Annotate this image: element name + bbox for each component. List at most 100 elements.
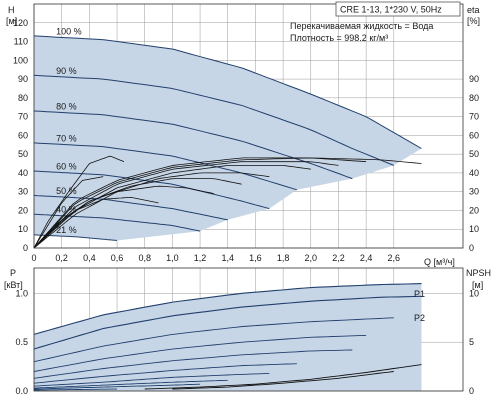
x-tick-label: 1,6 [249,253,262,263]
p-tick-label: 0.0 [15,386,28,396]
npsh-tick-label: 10 [469,288,479,298]
power-curve [33,334,367,372]
head-curve [33,170,270,210]
eta-curve [33,196,159,249]
x-tick-label: 2,4 [360,253,373,263]
y2-tick-label: 80 [469,93,479,103]
y-tick-label: 30 [18,187,28,197]
x-axis-label: Q [м³/ч] [424,257,455,267]
head-curve [33,74,394,166]
eta-curve [33,157,422,249]
y2-tick-label: 0 [469,243,474,253]
top-curve-labels: 100 % 90 % 80 % 70 % 60 % 50 % 40 % 21 % [56,26,82,235]
bottom-area-fill [34,283,422,391]
y-tick-label: 60 [18,130,28,140]
y-tick-label: 110 [14,37,28,47]
y2-tick-label: 60 [469,130,479,140]
x-tick-label: 1,2 [194,253,207,263]
power-curve [33,317,394,363]
y2-axis-label-unit: [%] [467,16,480,26]
npsh-axis-label-unit: [м] [472,280,483,290]
bottom-shaded-area [34,283,422,391]
y-tick-label: 20 [18,205,28,215]
y2-axis-label-symbol: eta [467,5,480,15]
p2-label: P2 [414,313,425,323]
y-axis-label-unit: [м] [6,16,17,26]
p-tick-label: 1.0 [15,288,28,298]
speed-label: 80 % [56,101,77,111]
speed-label: 100 % [56,26,82,36]
y2-tick-label: 20 [469,205,479,215]
p-tick-label: 0.5 [15,337,28,347]
top-plot-frame [33,3,464,249]
x-tick-label: 0,8 [138,253,151,263]
bottom-axes: 0.0 0.5 1.0 0 5 10 [15,267,479,396]
eta-curve [33,157,367,249]
head-curve [33,213,201,232]
p-axis-label-symbol: P [10,268,16,278]
y-tick-label: 90 [18,74,28,84]
y2-tick-label: 40 [469,168,479,178]
power-curve [34,388,118,391]
power-curve [33,349,353,379]
eta-curve [33,178,242,249]
y2-tick-label: 90 [469,74,479,84]
npsh-tick-label: 5 [469,337,474,347]
npsh-curve [172,371,394,390]
title-box [335,1,461,17]
head-curve [33,110,353,180]
speed-label: 90 % [56,66,77,76]
x-tick-label: 1,0 [166,253,179,263]
y2-tick-label: 30 [469,187,479,197]
speed-label: 50 % [56,186,77,196]
y-tick-label: 0 [23,243,28,253]
top-area-fill [34,35,422,241]
y-tick-label: 120 [13,18,28,28]
power-curve [33,363,297,384]
npsh-tick-label: 0 [469,386,474,396]
bottom-npsh-curves [144,364,422,390]
eta-curve [33,155,125,249]
power-curve [33,372,270,387]
speed-label: 40 % [56,205,77,215]
y-tick-label: 80 [18,93,28,103]
y-tick-label: 50 [18,149,28,159]
npsh-axis-label-symbol: NPSH [466,268,491,278]
y2-tick-label: 70 [469,112,479,122]
eta-curve [33,172,270,249]
y-tick-label: 70 [18,112,28,122]
head-curve [33,194,228,221]
head-curve [33,35,422,149]
speed-label: 60 % [56,162,77,172]
bottom-power-curves [33,283,422,391]
top-axes: 0 10 20 30 40 50 60 70 80 90 100 110 120 0 10 20 30 40 50 6… [13,3,479,263]
x-tick-label: 0,6 [111,253,124,263]
power-curve [33,295,422,350]
power-curve [34,383,201,390]
x-tick-label: 0,4 [83,253,96,263]
chart-title: CRE 1-13, 1*230 V, 50Hz [340,5,442,15]
x-tick-label: 1,4 [221,253,234,263]
head-curve [33,142,298,191]
x-tick-label: 1,8 [277,253,290,263]
x-tick-label: 0 [31,253,36,263]
power-curve [33,283,422,335]
speed-label: 70 % [56,133,77,143]
eta-curve [33,176,104,249]
npsh-curve [144,364,422,390]
fluid-annotation: Перекачиваемая жидкость = Вода [290,21,433,31]
p-axis-label-unit: [кВт] [4,280,23,290]
x-tick-label: 0,2 [55,253,68,263]
x-tick-label: 2,2 [332,253,345,263]
y2-tick-label: 10 [469,224,479,234]
y-tick-label: 100 [13,55,28,65]
x-tick-label: 2,0 [305,253,318,263]
top-head-curves [33,35,422,241]
top-shaded-area [34,35,422,241]
power-curve [33,379,228,389]
density-annotation: Плотность = 998.2 кг/м³ [290,33,388,43]
y-axis-label-symbol: H [8,5,15,15]
y-tick-label: 10 [18,224,28,234]
